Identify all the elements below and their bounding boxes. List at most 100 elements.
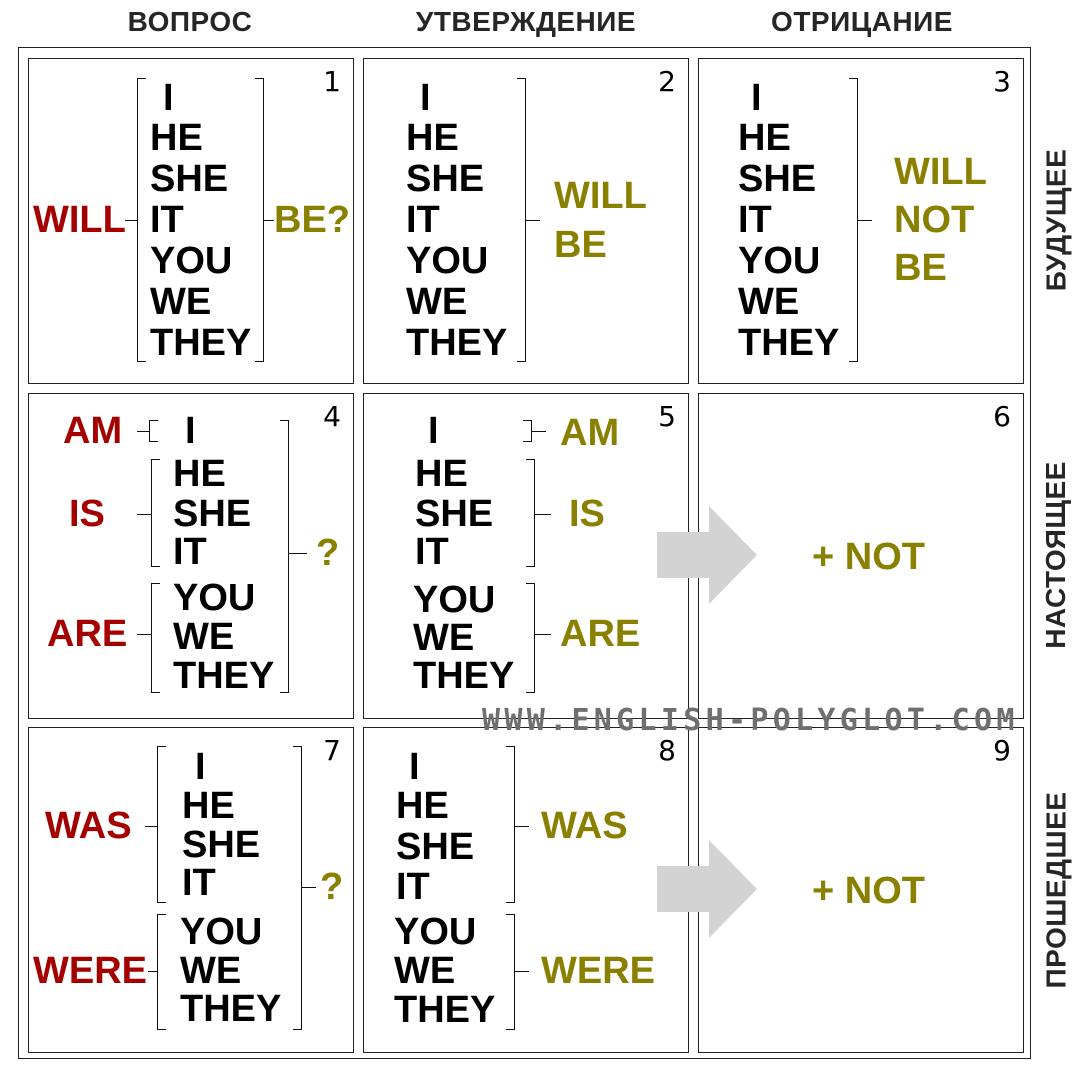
row-header-future: БУДУЩЕЕ xyxy=(1036,60,1076,380)
pronoun-he: HE xyxy=(182,785,235,827)
pronoun-they: THEY xyxy=(180,988,282,1030)
left-bracket xyxy=(151,583,160,693)
pronoun-we: WE xyxy=(738,281,800,323)
pronoun-i: I xyxy=(428,410,439,452)
pronoun-you: YOU xyxy=(173,577,256,619)
connector-line xyxy=(858,220,872,221)
pronoun-it: IT xyxy=(415,531,449,573)
cell-number: 3 xyxy=(993,65,1011,98)
right-bracket xyxy=(526,459,535,567)
column-header-negative: ОТРИЦАНИЕ xyxy=(771,6,953,37)
row-header-future-label: БУДУЩЕЕ xyxy=(1040,148,1072,292)
connector-line xyxy=(515,826,529,827)
pronoun-you: YOU xyxy=(738,240,821,282)
connector-line xyxy=(532,431,546,432)
row-header-present-label: НАСТОЯЩЕЕ xyxy=(1040,461,1071,649)
pronoun-i: I xyxy=(163,77,174,119)
pronoun-she: SHE xyxy=(150,158,229,200)
verb-am: AM xyxy=(560,412,620,454)
left-bracket xyxy=(151,459,160,567)
cell-number: 5 xyxy=(658,400,676,433)
right-bracket xyxy=(506,914,515,1030)
pronoun-you: YOU xyxy=(150,240,233,282)
aux-am: AM xyxy=(63,410,123,452)
pronoun-i: I xyxy=(751,77,762,119)
pronoun-we: WE xyxy=(406,281,468,323)
pronoun-he: HE xyxy=(173,453,226,495)
pronoun-we: WE xyxy=(150,281,212,323)
pronoun-he: HE xyxy=(406,117,459,159)
pronoun-it: IT xyxy=(738,199,772,241)
cell-5-present-affirmative: 5 I AM HE SHE IT IS YOU WE THEY ARE xyxy=(363,393,689,719)
left-bracket xyxy=(137,78,146,362)
verb-were: WERE xyxy=(541,950,655,992)
pronoun-he: HE xyxy=(396,785,449,827)
pronoun-you: YOU xyxy=(406,240,489,282)
question-mark: ? xyxy=(320,866,344,908)
row-header-present: НАСТОЯЩЕЕ xyxy=(1036,395,1076,715)
pronoun-she: SHE xyxy=(396,826,475,868)
right-bracket xyxy=(506,746,515,903)
verb-be: BE xyxy=(894,247,947,289)
verb-is: IS xyxy=(569,493,605,535)
pronoun-i: I xyxy=(420,77,431,119)
arrow-right-icon xyxy=(657,840,757,938)
connector-line xyxy=(302,887,316,888)
pronoun-they: THEY xyxy=(173,655,275,697)
pronoun-he: HE xyxy=(150,117,203,159)
connector-line xyxy=(535,514,551,515)
pronoun-we: WE xyxy=(180,950,242,992)
verb-be-question: BE? xyxy=(274,199,350,241)
cell-2-future-affirmative: 2 I HE SHE IT YOU WE THEY WILL BE xyxy=(363,58,689,384)
cell-number: 9 xyxy=(993,734,1011,767)
pronoun-i: I xyxy=(195,746,206,788)
verb-are: ARE xyxy=(560,613,641,655)
pronoun-you: YOU xyxy=(394,911,477,953)
pronoun-they: THEY xyxy=(394,989,496,1031)
verb-will: WILL xyxy=(554,175,647,217)
pronoun-we: WE xyxy=(173,616,235,658)
cell-7-past-question: 7 WAS I HE SHE IT WERE YOU WE THEY ? xyxy=(28,727,354,1053)
connector-line xyxy=(289,553,307,554)
connector-line xyxy=(515,971,529,972)
pronoun-it: IT xyxy=(396,866,430,908)
right-bracket xyxy=(255,78,264,362)
right-bracket xyxy=(849,78,858,362)
column-header-question: ВОПРОС xyxy=(127,6,253,37)
pronoun-they: THEY xyxy=(413,655,515,697)
connector-line xyxy=(264,220,274,221)
connector-line xyxy=(137,431,149,432)
row-header-past-label: ПРОШЕДШЕЕ xyxy=(1040,791,1071,989)
verb-not: NOT xyxy=(894,199,975,241)
cell-4-present-question: 4 AM I IS HE SHE IT ARE YOU WE THEY ? xyxy=(28,393,354,719)
right-bracket xyxy=(526,583,535,693)
column-header-affirmative: УТВЕРЖДЕНИЕ xyxy=(415,6,637,37)
connector-line xyxy=(535,634,551,635)
pronoun-it: IT xyxy=(182,862,216,904)
cell-1-future-question: 1 WILL I HE SHE IT YOU WE THEY BE? xyxy=(28,58,354,384)
pronoun-it: IT xyxy=(150,199,184,241)
pronoun-you: YOU xyxy=(180,911,263,953)
connector-line xyxy=(145,826,157,827)
connector-line xyxy=(137,634,151,635)
connector-line xyxy=(148,971,157,972)
cell-number: 6 xyxy=(993,400,1011,433)
verb-was: WAS xyxy=(541,805,628,847)
cell-number: 1 xyxy=(323,65,341,98)
pronoun-you: YOU xyxy=(413,579,496,621)
cell-number: 8 xyxy=(658,734,676,767)
aux-are: ARE xyxy=(47,613,128,655)
left-bracket xyxy=(157,746,166,903)
pronoun-they: THEY xyxy=(406,322,508,364)
cell-number: 7 xyxy=(323,734,341,767)
left-bracket xyxy=(149,420,158,442)
right-bracket xyxy=(280,420,289,693)
connector-line xyxy=(526,220,540,221)
right-bracket xyxy=(517,78,526,362)
right-bracket xyxy=(523,420,532,442)
plus-not-label: + NOT xyxy=(812,536,925,578)
aux-will: WILL xyxy=(33,199,126,241)
pronoun-he: HE xyxy=(738,117,791,159)
row-header-past: ПРОШЕДШЕЕ xyxy=(1036,730,1076,1050)
connector-line xyxy=(137,514,151,515)
